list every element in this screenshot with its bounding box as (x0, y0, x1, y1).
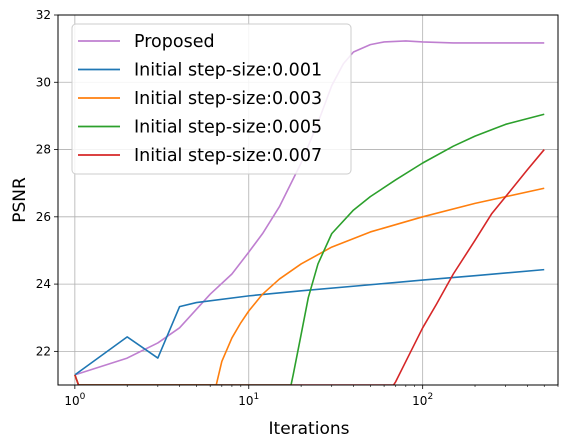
x-axis-label: Iterations (269, 419, 350, 439)
x-tick-label: 101 (238, 392, 259, 408)
x-tick-label: 102 (412, 392, 433, 408)
y-tick-label: 30 (36, 75, 51, 89)
x-tick-label: 100 (64, 392, 85, 408)
series-line-1 (74, 268, 545, 376)
legend-label-2: Initial step-size:0.003 (134, 89, 322, 109)
y-axis-label: PSNR (10, 177, 30, 223)
y-tick-label: 24 (36, 277, 51, 291)
plot-frame (57, 14, 559, 386)
axis-ticks: 100 101 102 22 24 26 28 30 32 (36, 8, 559, 408)
series-line-4 (74, 149, 545, 385)
legend-label-4: Initial step-size:0.007 (134, 146, 322, 166)
legend-label-3: Initial step-size:0.005 (134, 118, 322, 138)
legend-label-0: Proposed (134, 32, 215, 52)
y-tick-label: 28 (36, 143, 51, 157)
legend-box (71, 23, 352, 175)
series-line-3 (74, 113, 545, 385)
legend: Proposed Initial step-size:0.001 Initial s… (71, 23, 352, 175)
y-tick-label: 22 (36, 344, 51, 358)
legend-label-1: Initial step-size:0.001 (134, 61, 322, 81)
series-line-2 (74, 187, 545, 385)
y-tick-label: 26 (36, 210, 51, 224)
y-tick-label: 32 (36, 8, 51, 22)
